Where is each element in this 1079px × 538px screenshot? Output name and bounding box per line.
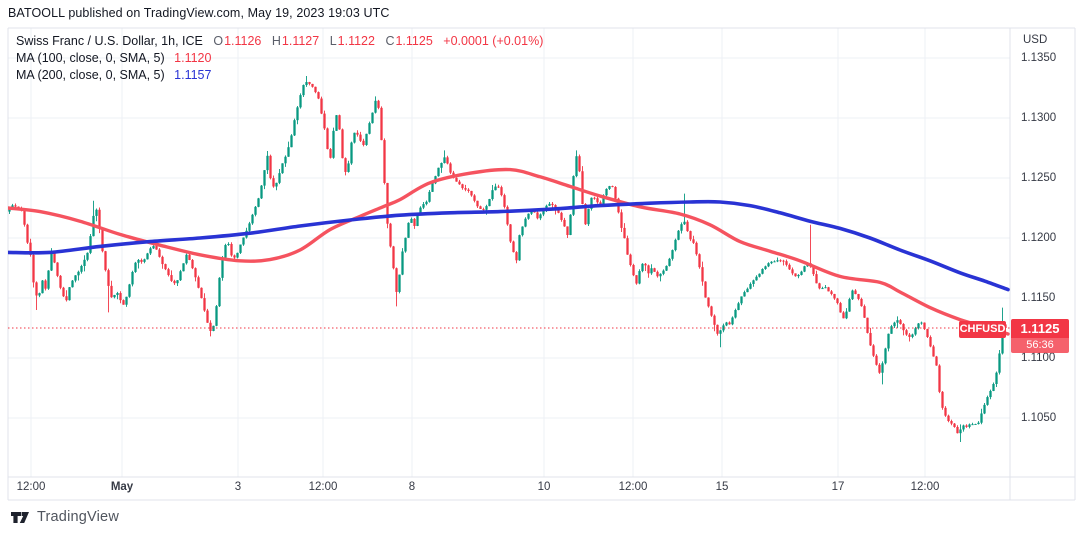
- high-label: H: [271, 34, 281, 48]
- time-tick-label: 8: [408, 481, 416, 493]
- time-tick-label: 12:00: [618, 481, 648, 493]
- time-tick-label: 17: [831, 481, 845, 493]
- tradingview-logo-icon: [11, 512, 29, 523]
- time-tick-label: 15: [715, 481, 729, 493]
- close-label: C: [385, 34, 395, 48]
- symbol-title: Swiss Franc / U.S. Dollar, 1h, ICE: [16, 34, 203, 48]
- price-tick-label: 1.1250: [1021, 172, 1057, 184]
- open-label: O: [213, 34, 224, 48]
- price-tick-label: 1.1300: [1021, 112, 1057, 124]
- ma200-label: MA (200, close, 0, SMA, 5): [16, 68, 165, 82]
- ma200-line: [8, 199, 1010, 292]
- footer-brand-link[interactable]: TradingView: [10, 507, 119, 527]
- ma100-value: 1.1120: [174, 51, 212, 65]
- ma100-label: MA (100, close, 0, SMA, 5): [16, 51, 165, 65]
- time-tick-label: 12:00: [308, 481, 338, 493]
- brand-text: TradingView: [37, 509, 119, 525]
- legend-symbol-row: Swiss Franc / U.S. Dollar, 1h, ICE O1.11…: [16, 33, 543, 50]
- chart-frame: [7, 27, 1076, 501]
- bar-countdown-label: 56:36: [1011, 338, 1069, 353]
- time-tick-label: May: [110, 481, 134, 493]
- close-value: 1.1125: [395, 34, 433, 48]
- time-tick-label: 10: [537, 481, 551, 493]
- ma200-value: 1.1157: [174, 68, 212, 82]
- open-value: 1.1126: [224, 34, 262, 48]
- high-value: 1.1127: [281, 34, 320, 48]
- time-tick-label: 12:00: [16, 481, 46, 493]
- time-tick-label: 12:00: [910, 481, 940, 493]
- chart-legend: Swiss Franc / U.S. Dollar, 1h, ICE O1.11…: [16, 33, 543, 84]
- price-tick-label: 1.1050: [1021, 412, 1057, 424]
- grid-layer: [8, 28, 1010, 477]
- last-price-label: 1.1125: [1011, 319, 1069, 338]
- price-tick-label: 1.1150: [1021, 292, 1056, 304]
- legend-ma200-row: MA (200, close, 0, SMA, 5) 1.1157: [16, 67, 543, 84]
- candles-layer: [8, 76, 1007, 442]
- low-label: L: [329, 34, 337, 48]
- time-tick-label: 3: [234, 481, 242, 493]
- last-price-symbol-tag: CHFUSD: [959, 321, 1006, 338]
- price-tick-label: 1.1100: [1021, 352, 1056, 364]
- ma100-line: [8, 167, 1010, 336]
- attribution-text: BATOOLL published on TradingView.com, Ma…: [8, 6, 390, 20]
- change-value: +0.0001 (+0.01%): [443, 34, 544, 48]
- price-tick-label: 1.1200: [1021, 232, 1057, 244]
- currency-label: USD: [1023, 34, 1048, 46]
- price-tick-label: 1.1350: [1021, 52, 1057, 64]
- low-value: 1.1122: [337, 34, 375, 48]
- legend-ma100-row: MA (100, close, 0, SMA, 5) 1.1120: [16, 50, 543, 67]
